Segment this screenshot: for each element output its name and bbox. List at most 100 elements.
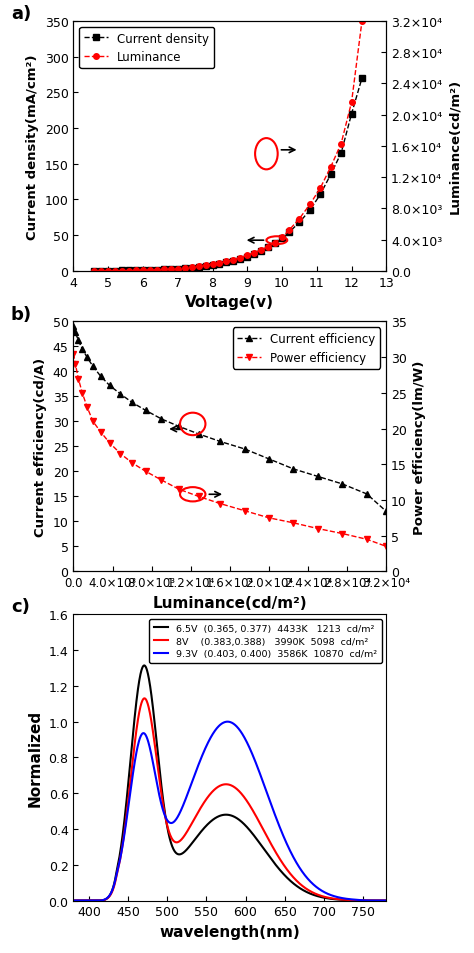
6.5V  (0.365, 0.377)  4433K   1213  cd/m² <box>286 874 292 885</box>
Luminance <box>119 266 125 277</box>
Luminance <box>91 266 97 277</box>
Power efficiency <box>143 466 149 477</box>
Current efficiency <box>118 389 123 400</box>
Current efficiency <box>129 397 135 409</box>
Current density <box>237 253 243 265</box>
Luminance <box>265 242 271 253</box>
Current efficiency <box>75 335 81 347</box>
Current density <box>251 249 257 260</box>
Luminance <box>112 266 118 277</box>
Current density <box>307 205 313 216</box>
Legend: Current density, Luminance: Current density, Luminance <box>79 28 214 70</box>
Luminance <box>328 162 334 173</box>
X-axis label: Voltage(v): Voltage(v) <box>185 295 274 310</box>
Current density <box>338 148 344 159</box>
Current efficiency <box>383 506 389 517</box>
Power efficiency <box>383 541 389 553</box>
Luminance <box>338 139 344 151</box>
Luminance <box>251 248 257 259</box>
Current efficiency <box>159 414 164 425</box>
Power efficiency <box>118 448 123 459</box>
Current density <box>147 265 153 276</box>
Current efficiency <box>196 429 201 440</box>
Current density <box>133 265 139 276</box>
Current efficiency <box>71 321 76 333</box>
Line: 6.5V  (0.365, 0.377)  4433K   1213  cd/m²: 6.5V (0.365, 0.377) 4433K 1213 cd/m² <box>73 666 386 901</box>
6.5V  (0.365, 0.377)  4433K   1213  cd/m² <box>141 660 147 672</box>
Power efficiency <box>159 475 164 486</box>
6.5V  (0.365, 0.377)  4433K   1213  cd/m² <box>209 815 214 826</box>
Luminance <box>272 238 278 250</box>
Luminance <box>245 251 250 262</box>
6.5V  (0.365, 0.377)  4433K   1213  cd/m² <box>315 890 320 902</box>
Power efficiency <box>364 534 370 545</box>
Power efficiency <box>75 374 81 385</box>
Current density <box>286 228 292 239</box>
Power efficiency <box>84 402 90 414</box>
Luminance <box>105 266 111 277</box>
Current density <box>112 266 118 277</box>
Current density <box>168 264 173 275</box>
Current density <box>349 109 355 120</box>
Luminance <box>279 233 285 244</box>
Power efficiency <box>176 484 182 496</box>
Luminance <box>168 264 173 275</box>
Luminance <box>307 199 313 211</box>
Current density <box>245 252 250 263</box>
Current density <box>258 246 264 257</box>
8V    (0.383,0.388)   3990K  5098  cd/m² <box>102 894 108 905</box>
Current density <box>230 255 236 267</box>
Luminance <box>286 225 292 236</box>
Power efficiency <box>71 349 76 360</box>
6.5V  (0.365, 0.377)  4433K   1213  cd/m² <box>320 892 326 903</box>
Current efficiency <box>73 328 78 339</box>
Current density <box>154 265 160 276</box>
Current efficiency <box>143 405 149 416</box>
Current density <box>91 266 97 277</box>
Power efficiency <box>242 505 247 517</box>
Y-axis label: Normalized: Normalized <box>28 709 43 806</box>
9.3V  (0.403, 0.400)  3586K  10870  cd/m² <box>71 895 76 906</box>
Luminance <box>349 97 355 109</box>
Current density <box>99 266 104 277</box>
Current density <box>279 233 285 245</box>
Legend: Current efficiency, Power efficiency: Current efficiency, Power efficiency <box>233 328 381 370</box>
Line: 9.3V  (0.403, 0.400)  3586K  10870  cd/m²: 9.3V (0.403, 0.400) 3586K 10870 cd/m² <box>73 722 386 901</box>
8V    (0.383,0.388)   3990K  5098  cd/m² <box>320 891 326 902</box>
Power efficiency <box>98 427 104 438</box>
Legend: 6.5V  (0.365, 0.377)  4433K   1213  cd/m², 8V    (0.383,0.388)   3990K  5098  cd: 6.5V (0.365, 0.377) 4433K 1213 cd/m², 8V… <box>149 619 382 663</box>
X-axis label: wavelength(nm): wavelength(nm) <box>160 924 300 939</box>
Luminance <box>182 263 188 274</box>
Luminance <box>147 265 153 276</box>
8V    (0.383,0.388)   3990K  5098  cd/m² <box>198 803 203 815</box>
Current density <box>203 261 209 273</box>
Line: Current density: Current density <box>91 76 365 274</box>
Current density <box>196 262 201 274</box>
Current efficiency <box>339 478 345 490</box>
Text: b): b) <box>11 306 32 324</box>
Luminance <box>230 254 236 266</box>
Luminance <box>154 265 160 276</box>
Current density <box>272 237 278 249</box>
Luminance <box>161 265 167 276</box>
Luminance <box>210 259 215 271</box>
8V    (0.383,0.388)   3990K  5098  cd/m² <box>209 787 214 799</box>
X-axis label: Luminance(cd/m²): Luminance(cd/m²) <box>153 596 307 610</box>
Current density <box>328 170 334 181</box>
Luminance <box>140 265 146 276</box>
Current efficiency <box>266 454 272 465</box>
Current density <box>189 262 194 274</box>
9.3V  (0.403, 0.400)  3586K  10870  cd/m² <box>225 717 230 728</box>
Luminance <box>175 264 181 275</box>
6.5V  (0.365, 0.377)  4433K   1213  cd/m² <box>383 895 389 906</box>
Current efficiency <box>217 436 223 448</box>
Current efficiency <box>315 471 321 482</box>
Current density <box>119 266 125 277</box>
Current density <box>297 217 302 229</box>
6.5V  (0.365, 0.377)  4433K   1213  cd/m² <box>71 895 76 906</box>
Current efficiency <box>90 361 96 373</box>
Luminance <box>258 245 264 256</box>
6.5V  (0.365, 0.377)  4433K   1213  cd/m² <box>198 827 203 839</box>
Power efficiency <box>90 416 96 428</box>
Luminance <box>297 213 302 225</box>
